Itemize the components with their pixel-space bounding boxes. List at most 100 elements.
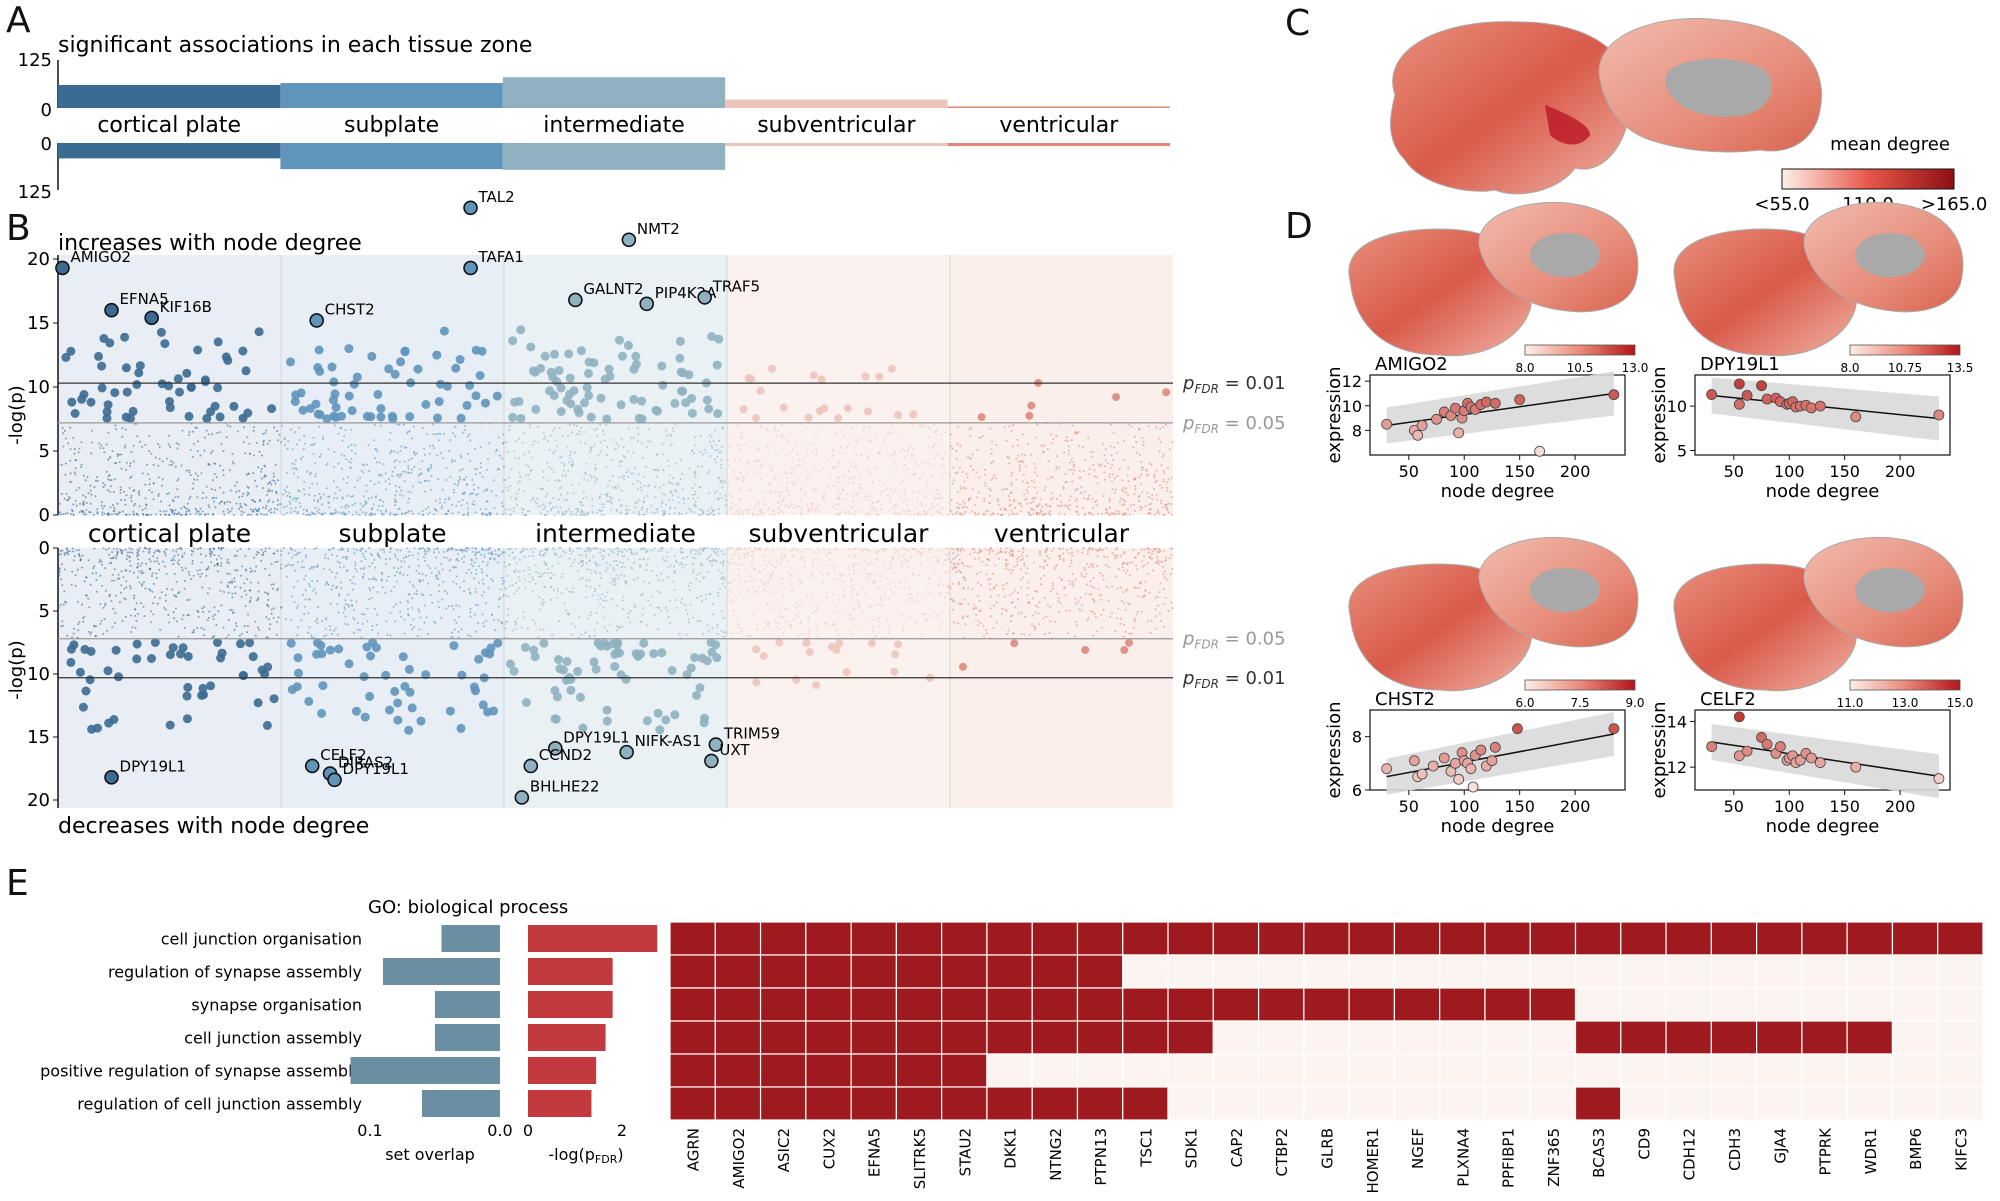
noise-point-bottom: [778, 578, 780, 581]
noise-point-top: [398, 507, 401, 510]
noise-point-bottom: [276, 549, 279, 552]
noise-point-bottom: [811, 611, 814, 614]
noise-point-bottom: [1122, 591, 1124, 594]
noise-point-top: [550, 467, 553, 470]
noise-point-top: [115, 462, 118, 464]
noise-point-bottom: [836, 610, 839, 613]
noise-point-top: [510, 496, 513, 499]
noise-point-top: [661, 453, 664, 456]
noise-point-bottom: [617, 577, 620, 580]
noise-point-bottom: [71, 570, 74, 573]
noise-point-bottom: [470, 571, 473, 574]
noise-point-bottom: [145, 547, 148, 550]
noise-point-bottom: [457, 630, 460, 633]
noise-point-top: [74, 458, 77, 461]
noise-point-top: [321, 503, 324, 506]
noise-point-top: [272, 475, 275, 478]
b-yticklabel-bottom-5: 5: [39, 601, 50, 622]
noise-point-bottom: [680, 601, 683, 604]
noise-point-bottom: [656, 628, 659, 631]
noise-point-bottom: [481, 547, 484, 550]
noise-point-top: [725, 499, 727, 501]
noise-point-top: [778, 471, 781, 474]
noise-point-top: [1170, 496, 1173, 499]
noise-point-top: [617, 444, 620, 447]
noise-point-top: [995, 477, 998, 480]
noise-point-top: [101, 507, 104, 510]
noise-point-top: [500, 501, 503, 504]
noise-point-top: [550, 508, 553, 510]
noise-point-top: [679, 478, 682, 480]
noise-point-bottom: [1089, 610, 1092, 613]
noise-point-bottom: [125, 558, 128, 561]
noise-point-bottom: [1159, 582, 1162, 585]
noise-point-bottom: [931, 616, 934, 619]
noise-point-top: [756, 471, 759, 474]
noise-point-bottom: [93, 547, 96, 550]
noise-point-bottom: [359, 567, 362, 570]
noise-point-bottom: [450, 635, 453, 638]
noise-point-top: [1027, 442, 1029, 445]
noise-point-bottom: [716, 626, 719, 629]
noise-point-bottom: [790, 574, 793, 577]
noise-point-bottom: [175, 581, 178, 584]
noise-point-bottom: [477, 604, 479, 607]
noise-point-top: [64, 462, 67, 465]
noise-point-top: [148, 478, 151, 481]
noise-point-top: [529, 423, 532, 426]
noise-point-bottom: [1158, 591, 1161, 594]
noise-point-bottom: [589, 586, 592, 588]
noise-point-top: [929, 490, 932, 493]
noise-point-bottom: [186, 599, 189, 602]
noise-point-bottom: [74, 584, 77, 587]
noise-point-bottom: [231, 596, 234, 599]
noise-point-top: [879, 479, 882, 482]
noise-point-bottom: [65, 551, 68, 554]
noise-point-bottom: [688, 618, 690, 621]
noise-point-bottom: [1170, 554, 1173, 556]
noise-point-top: [266, 442, 269, 445]
noise-point-top: [632, 437, 635, 440]
noise-point-bottom: [1014, 589, 1017, 592]
noise-point-bottom: [623, 574, 626, 577]
noise-point-bottom: [280, 554, 282, 556]
noise-point-bottom: [595, 563, 598, 566]
noise-point-top: [567, 507, 570, 510]
noise-point-bottom: [104, 604, 106, 607]
noise-point-bottom: [438, 584, 441, 587]
noise-point-top: [1148, 503, 1151, 506]
noise-point-bottom: [1031, 614, 1034, 617]
noise-point-bottom: [963, 564, 966, 567]
noise-point-bottom: [533, 547, 536, 550]
noise-point-bottom: [654, 547, 657, 550]
noise-point-top: [75, 489, 78, 492]
noise-point-bottom: [750, 554, 753, 557]
noise-point-bottom: [336, 633, 339, 636]
noise-point-bottom: [873, 581, 876, 584]
noise-point-top: [599, 450, 602, 453]
noise-point-top: [669, 507, 671, 510]
noise-point-top: [393, 513, 396, 516]
noise-point-bottom: [503, 636, 506, 639]
noise-point-bottom: [1020, 586, 1023, 589]
noise-point-top: [136, 435, 139, 438]
noise-point-top: [1147, 425, 1150, 428]
noise-point-top: [1068, 449, 1070, 452]
noise-point-bottom: [1099, 572, 1102, 575]
noise-point-bottom: [342, 565, 345, 568]
noise-point-bottom: [366, 620, 369, 623]
noise-point-bottom: [487, 587, 490, 590]
noise-point-bottom: [729, 571, 732, 574]
noise-point-bottom: [861, 549, 864, 552]
noise-point-top: [719, 450, 722, 453]
noise-point-top: [122, 510, 124, 513]
noise-point-bottom: [546, 572, 549, 575]
noise-point-top: [1052, 438, 1055, 441]
noise-point-bottom: [284, 618, 287, 620]
noise-point-top: [443, 501, 446, 504]
noise-point-top: [893, 511, 896, 514]
noise-point-bottom: [708, 592, 711, 595]
noise-point-bottom: [731, 591, 734, 594]
noise-point-top: [1110, 454, 1113, 457]
noise-point-bottom: [895, 550, 898, 553]
